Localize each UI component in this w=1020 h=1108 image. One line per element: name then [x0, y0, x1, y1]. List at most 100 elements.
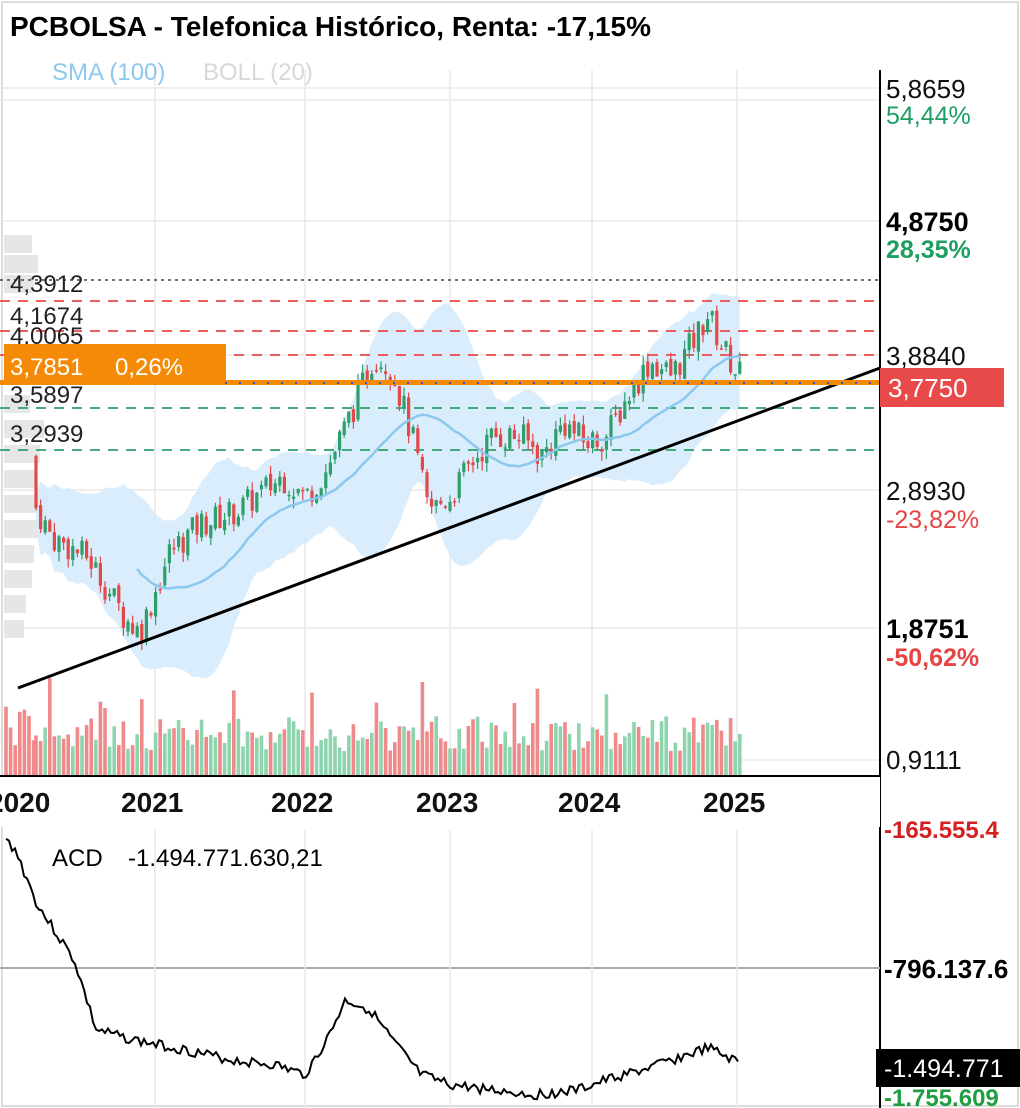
candle-body [52, 532, 56, 551]
volume-bar [443, 741, 448, 776]
candle-body [586, 441, 590, 449]
volume-bar [107, 746, 112, 776]
time-tick-2023: 2023 [416, 787, 478, 818]
volume-bar [245, 731, 250, 776]
volume-bar [347, 735, 351, 776]
indicator-sma-label[interactable]: SMA (100) [52, 59, 165, 86]
volume-bars [4, 678, 742, 776]
candle-body [356, 382, 360, 420]
volume-profile-bar [4, 420, 44, 438]
candle-body [379, 367, 383, 370]
candle-body [347, 411, 351, 423]
candle-body [292, 496, 296, 499]
volume-bar [724, 745, 728, 776]
candle-body [627, 400, 631, 405]
candle-body [181, 537, 185, 553]
volume-profile-bar [4, 255, 38, 273]
volume-bar [18, 711, 22, 776]
volume-bar [186, 739, 190, 776]
candle-body [696, 321, 700, 352]
candle-body [411, 426, 415, 433]
candle-body [351, 409, 355, 423]
candle-body [338, 431, 342, 451]
volume-bar [4, 706, 8, 776]
volume-bar [646, 737, 650, 776]
volume-bar [632, 721, 636, 776]
volume-bar [600, 735, 604, 776]
candle-body [361, 372, 365, 381]
volume-bar [291, 721, 296, 776]
volume-bar [31, 740, 36, 776]
candle-body [204, 516, 208, 535]
level-label-2: 4,1674 [10, 303, 83, 330]
volume-bar [434, 716, 438, 776]
volume-bar [22, 709, 27, 776]
candle-body [62, 537, 66, 543]
price-pct-2: 28,35% [886, 236, 971, 264]
candle-body [264, 477, 268, 487]
candle-body [287, 494, 291, 497]
indicator-boll-label[interactable]: BOLL (20) [203, 59, 313, 86]
candle-body [131, 623, 135, 634]
candle-body [232, 504, 236, 525]
candle-body [71, 546, 75, 560]
volume-bar [370, 732, 374, 776]
candle-body [724, 341, 728, 347]
candle-body [738, 361, 742, 374]
candle-body [494, 428, 498, 437]
volume-bar [678, 750, 682, 776]
volume-bar [121, 721, 126, 776]
volume-profile [4, 235, 48, 638]
volume-bar [153, 732, 158, 776]
candle-body [416, 428, 420, 453]
volume-bar [540, 750, 544, 776]
candle-body [425, 472, 429, 497]
candle-body [430, 498, 434, 507]
volume-bar [590, 727, 595, 776]
volume-bar [117, 745, 121, 776]
candle-body [535, 445, 539, 464]
acd-axis-bottom: -1.755.609 [884, 1085, 999, 1108]
volume-bar [494, 725, 498, 776]
volume-bar [397, 726, 402, 776]
candle-body [158, 588, 162, 591]
volume-bar [664, 716, 668, 776]
volume-bar [250, 732, 254, 776]
candle-body [673, 361, 677, 375]
volume-bar [452, 748, 457, 776]
candle-body [218, 504, 222, 529]
candle-body [117, 585, 121, 604]
candle-body [246, 489, 250, 497]
volume-bar [282, 729, 287, 776]
candle-body [186, 529, 190, 556]
candle-body [85, 541, 89, 559]
volume-bar [126, 748, 130, 776]
candle-body [273, 483, 277, 494]
volume-bar [604, 694, 609, 776]
volume-bar [273, 742, 277, 776]
candle-body [600, 449, 604, 452]
candle-body [660, 369, 664, 374]
candle-body [57, 536, 61, 553]
volume-bar [733, 741, 737, 776]
acd-label: ACD [52, 845, 103, 872]
candle-body [545, 447, 549, 453]
volume-bar [462, 748, 466, 776]
volume-bar [531, 723, 535, 776]
candle-body [121, 606, 125, 628]
sma-line [136, 354, 741, 590]
candle-body [604, 436, 608, 450]
candle-body [39, 505, 43, 530]
time-tick-2024: 2024 [558, 787, 621, 818]
candle-body [499, 434, 503, 447]
candle-body [577, 422, 581, 437]
volume-bar [149, 749, 153, 776]
volume-bar [337, 747, 342, 776]
level-label-5: 3,5897 [10, 382, 83, 409]
volume-bar [374, 702, 379, 776]
candle-body [522, 424, 526, 444]
volume-profile-bar [4, 545, 34, 563]
volume-bar [34, 735, 38, 776]
volume-bar [623, 736, 627, 776]
